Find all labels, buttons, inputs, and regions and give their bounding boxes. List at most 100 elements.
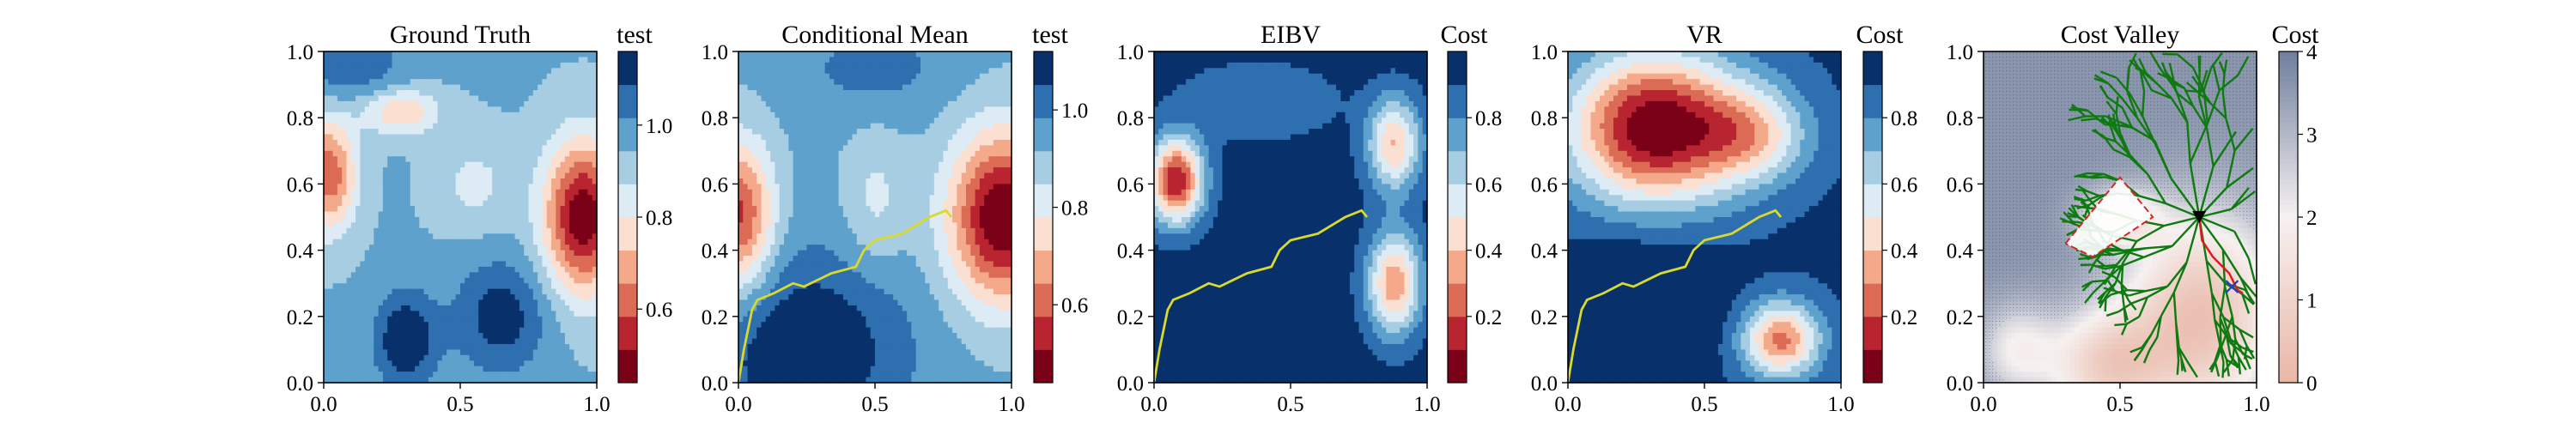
heatmap-cell bbox=[455, 366, 461, 372]
heatmap-cell bbox=[925, 100, 931, 107]
heatmap-cell bbox=[364, 184, 370, 190]
heatmap-cell bbox=[324, 134, 329, 141]
heatmap-cell bbox=[396, 156, 402, 163]
heatmap-cell bbox=[451, 106, 457, 113]
heatmap-cell bbox=[441, 233, 447, 240]
heatmap-cell bbox=[811, 129, 817, 136]
heatmap-cell bbox=[583, 299, 588, 306]
heatmap-cell bbox=[465, 118, 471, 124]
heatmap-cell bbox=[925, 134, 931, 141]
heatmap-cell bbox=[546, 134, 552, 141]
heatmap-cell bbox=[447, 227, 452, 234]
heatmap-cell bbox=[564, 51, 570, 58]
heatmap-cell bbox=[761, 145, 767, 152]
heatmap-cell bbox=[355, 261, 361, 268]
heatmap-cell bbox=[465, 227, 471, 234]
heatmap-cell bbox=[382, 73, 388, 80]
heatmap-cell bbox=[455, 211, 461, 218]
heatmap-cell bbox=[546, 150, 552, 157]
heatmap-cell bbox=[401, 178, 406, 184]
heatmap-cell bbox=[893, 145, 899, 152]
heatmap-cell bbox=[542, 100, 548, 107]
heatmap-cell bbox=[387, 184, 393, 190]
heatmap-cell bbox=[538, 277, 543, 284]
heatmap-cell bbox=[820, 167, 826, 174]
heatmap-cell bbox=[360, 167, 366, 174]
heatmap-cell bbox=[478, 233, 484, 240]
heatmap-cell bbox=[419, 79, 425, 86]
heatmap-cell bbox=[524, 266, 530, 273]
heatmap-cell bbox=[360, 129, 366, 136]
heatmap-cell bbox=[369, 349, 374, 356]
heatmap-cell bbox=[378, 338, 384, 345]
heatmap-cell bbox=[564, 112, 570, 118]
heatmap-cell bbox=[528, 366, 534, 372]
heatmap-cell bbox=[428, 57, 434, 63]
heatmap-cell bbox=[387, 172, 393, 179]
heatmap-cell bbox=[392, 311, 398, 317]
heatmap-cell bbox=[811, 150, 817, 157]
heatmap-cell bbox=[875, 161, 880, 168]
heatmap-cell bbox=[374, 245, 380, 251]
heatmap-cell bbox=[551, 134, 556, 141]
heatmap-cell bbox=[392, 261, 398, 268]
heatmap-cell bbox=[583, 360, 588, 367]
heatmap-cell bbox=[433, 95, 439, 102]
heatmap-cell bbox=[519, 311, 525, 317]
heatmap-cell bbox=[834, 62, 840, 69]
heatmap-cell bbox=[888, 57, 894, 63]
heatmap-cell bbox=[378, 150, 384, 157]
heatmap-cell bbox=[816, 106, 821, 113]
heatmap-cell bbox=[401, 172, 406, 179]
heatmap-cell bbox=[961, 62, 967, 69]
heatmap-cell bbox=[328, 299, 334, 306]
heatmap-cell bbox=[473, 250, 479, 257]
heatmap-cell bbox=[405, 211, 411, 218]
heatmap-cell bbox=[478, 245, 484, 251]
heatmap-cell bbox=[387, 343, 393, 350]
heatmap-cell bbox=[542, 129, 548, 136]
heatmap-cell bbox=[915, 150, 921, 157]
heatmap-cell bbox=[551, 68, 556, 75]
heatmap-cell bbox=[943, 95, 949, 102]
heatmap-cell bbox=[583, 178, 588, 184]
heatmap-cell bbox=[998, 129, 1003, 136]
heatmap-cell bbox=[556, 95, 562, 102]
heatmap-cell bbox=[975, 90, 981, 97]
heatmap-cell bbox=[538, 354, 543, 361]
heatmap-cell bbox=[806, 68, 812, 75]
heatmap-cell bbox=[966, 134, 971, 141]
heatmap-cell bbox=[743, 172, 749, 179]
heatmap-cell bbox=[360, 233, 366, 240]
heatmap-cell bbox=[510, 184, 516, 190]
heatmap-cell bbox=[473, 366, 479, 372]
heatmap-cell bbox=[852, 172, 858, 179]
heatmap-cell bbox=[519, 200, 525, 207]
heatmap-cell bbox=[816, 57, 821, 63]
heatmap-cell bbox=[487, 217, 493, 224]
heatmap-cell bbox=[369, 139, 374, 146]
heatmap-cell bbox=[583, 283, 588, 290]
heatmap-cell bbox=[455, 294, 461, 301]
heatmap-cell bbox=[410, 354, 416, 361]
heatmap-cell bbox=[546, 129, 552, 136]
heatmap-cell bbox=[478, 189, 484, 196]
heatmap-cell bbox=[952, 62, 957, 69]
heatmap-cell bbox=[360, 95, 366, 102]
heatmap-cell bbox=[514, 227, 520, 234]
heatmap-cell bbox=[465, 184, 471, 190]
heatmap-cell bbox=[492, 134, 497, 141]
heatmap-cell bbox=[514, 354, 520, 361]
heatmap-cell bbox=[451, 305, 457, 311]
heatmap-cell bbox=[415, 172, 420, 179]
heatmap-cell bbox=[528, 277, 534, 284]
heatmap-cell bbox=[929, 129, 935, 136]
heatmap-cell bbox=[465, 189, 471, 196]
heatmap-cell bbox=[820, 90, 826, 97]
heatmap-cell bbox=[761, 62, 767, 69]
heatmap-cell bbox=[952, 51, 957, 58]
heatmap-cell bbox=[564, 189, 570, 196]
heatmap-cell bbox=[592, 51, 598, 58]
heatmap-cell bbox=[510, 338, 516, 345]
heatmap-cell bbox=[382, 322, 388, 329]
